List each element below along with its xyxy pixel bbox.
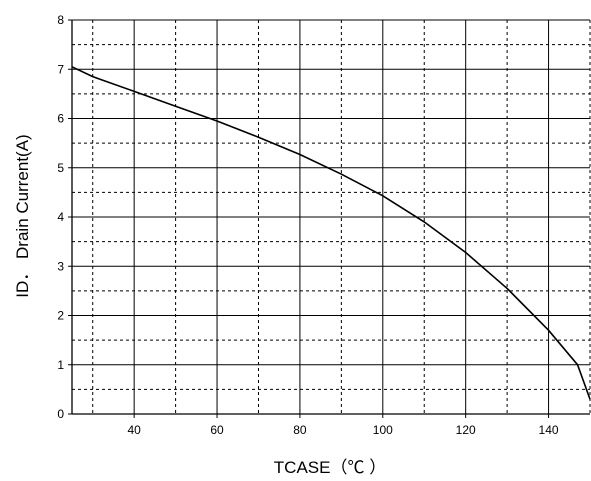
x-tick-label: 80	[293, 423, 307, 437]
y-tick-label: 3	[57, 259, 64, 273]
drain-current-curve	[71, 66, 591, 400]
y-tick-label: 7	[57, 62, 64, 76]
x-tick-label: 100	[373, 423, 393, 437]
x-tick-labels: 40 60 80 100 120 140	[127, 423, 558, 437]
x-axis-title: TCASE（℃ ）	[274, 458, 386, 477]
y-tick-label: 1	[57, 358, 64, 372]
x-tick-label: 140	[539, 423, 559, 437]
y-axis-title: ID． Drain Current(A)	[13, 134, 32, 297]
y-tick-label: 5	[57, 161, 64, 175]
grid	[72, 19, 591, 415]
x-tick-label: 120	[456, 423, 476, 437]
x-tick-label: 60	[210, 423, 224, 437]
y-tick-label: 8	[57, 13, 64, 27]
y-tick-label: 4	[57, 210, 64, 224]
y-tick-label: 2	[57, 309, 64, 323]
x-tick-label: 40	[127, 423, 141, 437]
axes	[68, 19, 590, 418]
y-tick-label: 6	[57, 112, 64, 126]
y-tick-labels: 0 1 2 3 4 5 6 7 8	[57, 13, 64, 421]
y-tick-label: 0	[57, 407, 64, 421]
